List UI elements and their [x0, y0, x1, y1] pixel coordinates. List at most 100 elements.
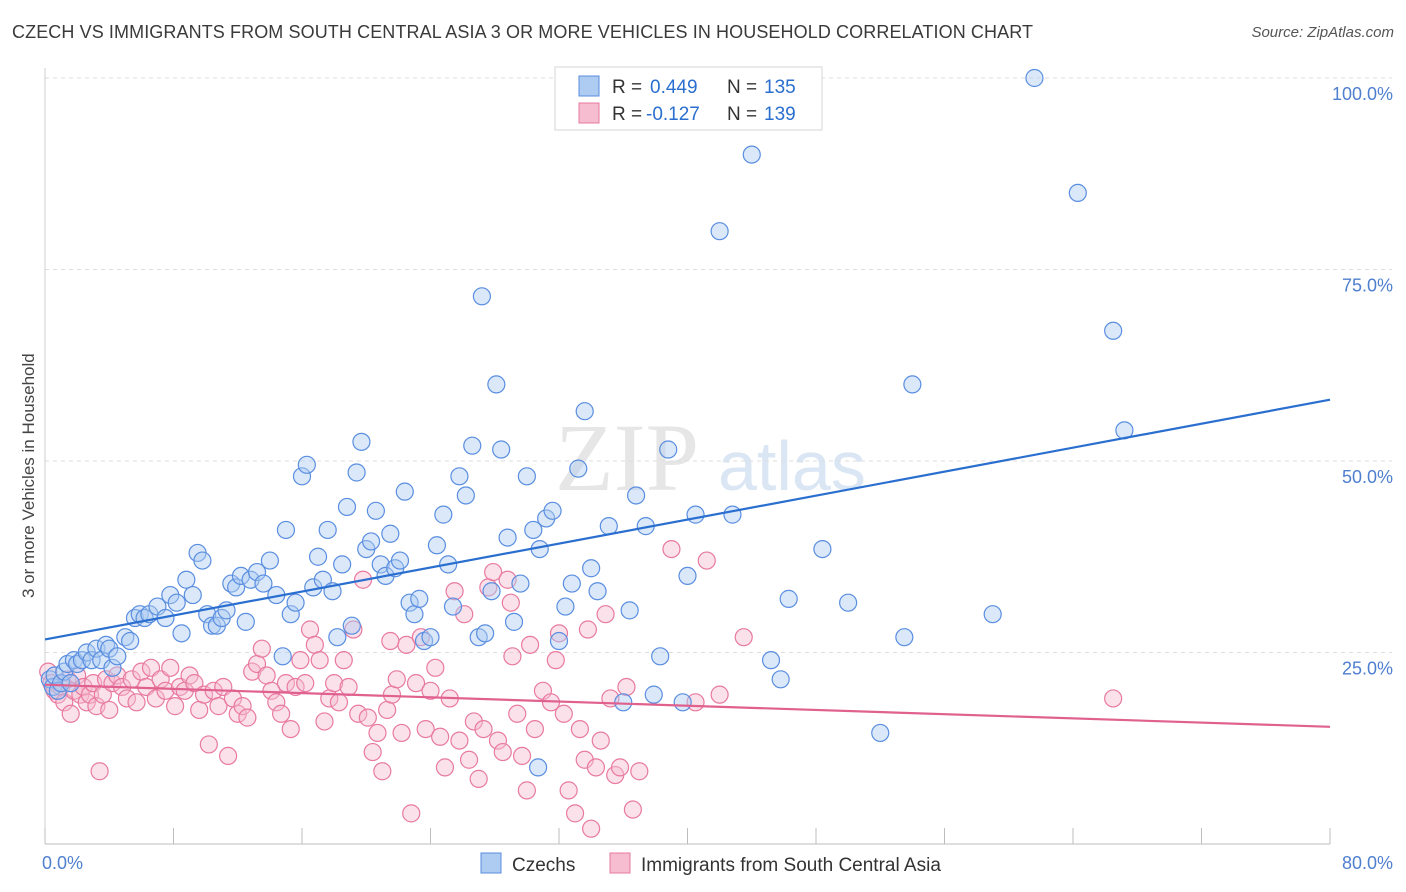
blue-point-87: [476, 624, 495, 643]
x-tick-label-0: 0.0%: [42, 853, 83, 873]
pink-point-55: [272, 704, 291, 723]
legend-swatch-pink: [578, 102, 600, 124]
axes: [44, 68, 1331, 845]
blue-point-122: [779, 589, 798, 608]
blue-point-40: [227, 578, 246, 597]
pink-point-79: [387, 670, 406, 689]
pink-point-110: [549, 624, 569, 643]
pink-point-38: [190, 700, 209, 720]
pink-point-97: [474, 719, 493, 739]
blue-point-107: [614, 693, 633, 712]
blue-point-112: [651, 647, 670, 666]
blue-point-123: [813, 539, 832, 559]
blue-point-48: [273, 647, 292, 666]
pink-point-48: [238, 708, 257, 727]
pink-point-66: [325, 674, 344, 693]
blue-point-126: [895, 628, 914, 647]
pink-point-19: [100, 700, 119, 720]
blue-point-67: [366, 501, 385, 520]
blue-point-100: [556, 597, 575, 616]
pink-point-67: [329, 693, 349, 712]
blue-point-73: [395, 482, 414, 501]
blue-point-127: [903, 375, 922, 394]
blue-point-133: [529, 758, 548, 777]
blue-point-88: [482, 582, 501, 601]
blue-point-91: [498, 528, 517, 547]
tick-labels: 25.0% 50.0% 75.0% 100.0% 0.0% 80.0%: [42, 84, 1393, 873]
blue-point-92: [504, 612, 524, 631]
blue-point-131: [1104, 321, 1123, 340]
blue-series: [40, 68, 1134, 777]
pink-point-57: [281, 719, 300, 739]
legend-n-value-1: 135: [764, 77, 796, 98]
pink-point-32: [161, 658, 180, 677]
pink-point-64: [315, 712, 334, 731]
bottom-legend-immigrants: Immigrants from South Central Asia: [641, 855, 941, 876]
blue-point-85: [463, 436, 482, 455]
pink-point-88: [431, 727, 450, 746]
legend-r-label-2: R =: [612, 104, 642, 125]
blue-point-61: [337, 497, 357, 517]
legend-r-value-2: -0.127: [646, 104, 700, 125]
y-tick-label-1: 50.0%: [1342, 467, 1393, 487]
blue-point-117: [710, 222, 729, 241]
blue-point-119: [742, 145, 761, 164]
pink-point-87: [426, 658, 445, 677]
blue-point-49: [276, 520, 296, 540]
pink-point-105: [512, 746, 532, 766]
blue-point-120: [761, 651, 781, 670]
blue-point-29: [172, 624, 191, 643]
y-tick-label-0: 25.0%: [1342, 659, 1393, 679]
blue-point-70: [381, 524, 400, 543]
pink-point-78: [382, 685, 402, 704]
blue-point-93: [511, 574, 530, 593]
pink-point-47: [233, 697, 252, 716]
blue-point-130: [1068, 183, 1087, 202]
pink-point-124: [623, 800, 642, 819]
legend-box: R = 0.449 N = 135 R = -0.127 N = 139: [554, 66, 823, 131]
blue-point-31: [183, 585, 202, 605]
blue-point-18: [108, 647, 127, 666]
bottom-legend-swatch-blue: [480, 852, 502, 874]
pink-point-83: [406, 674, 426, 693]
pink-point-73: [358, 708, 377, 727]
y-tick-label-2: 75.0%: [1342, 276, 1393, 296]
pink-point-61: [300, 620, 320, 639]
blue-point-50: [281, 605, 300, 624]
pink-point-16: [90, 762, 109, 781]
pink-point-104: [508, 704, 527, 723]
blue-point-44: [247, 562, 267, 582]
x-tick-label-1: 80.0%: [1342, 853, 1393, 873]
blue-point-102: [569, 459, 588, 478]
pink-point-77: [378, 700, 397, 720]
blue-point-101: [562, 574, 581, 593]
pink-point-111: [554, 704, 573, 723]
blue-point-105: [588, 582, 607, 601]
blue-point-30: [177, 570, 196, 589]
blue-point-99: [549, 631, 569, 651]
pink-point-117: [586, 758, 606, 777]
pink-point-69: [339, 677, 358, 697]
blue-point-74: [400, 593, 419, 612]
blue-point-125: [871, 723, 890, 743]
pink-point-23: [117, 689, 137, 708]
blue-point-124: [839, 593, 858, 612]
pink-point-25: [127, 693, 146, 712]
pink-point-128: [697, 551, 716, 570]
blue-point-128: [983, 605, 1002, 624]
pink-point-114: [570, 719, 589, 739]
pink-point-7: [61, 704, 80, 723]
pink-point-63: [310, 651, 329, 670]
blue-point-68: [371, 555, 390, 574]
pink-point-107: [525, 719, 545, 739]
source-label: Source: ZipAtlas.com: [1251, 24, 1394, 41]
pink-point-40: [199, 735, 218, 754]
legend-n-value-2: 139: [764, 104, 796, 125]
bottom-legend-swatch-pink: [609, 852, 631, 874]
pink-point-94: [459, 750, 479, 769]
pink-point-85: [416, 719, 435, 739]
pink-point-75: [368, 723, 387, 743]
blue-point-55: [308, 547, 328, 566]
blue-point-79: [427, 536, 447, 555]
pink-point-103: [503, 647, 522, 666]
